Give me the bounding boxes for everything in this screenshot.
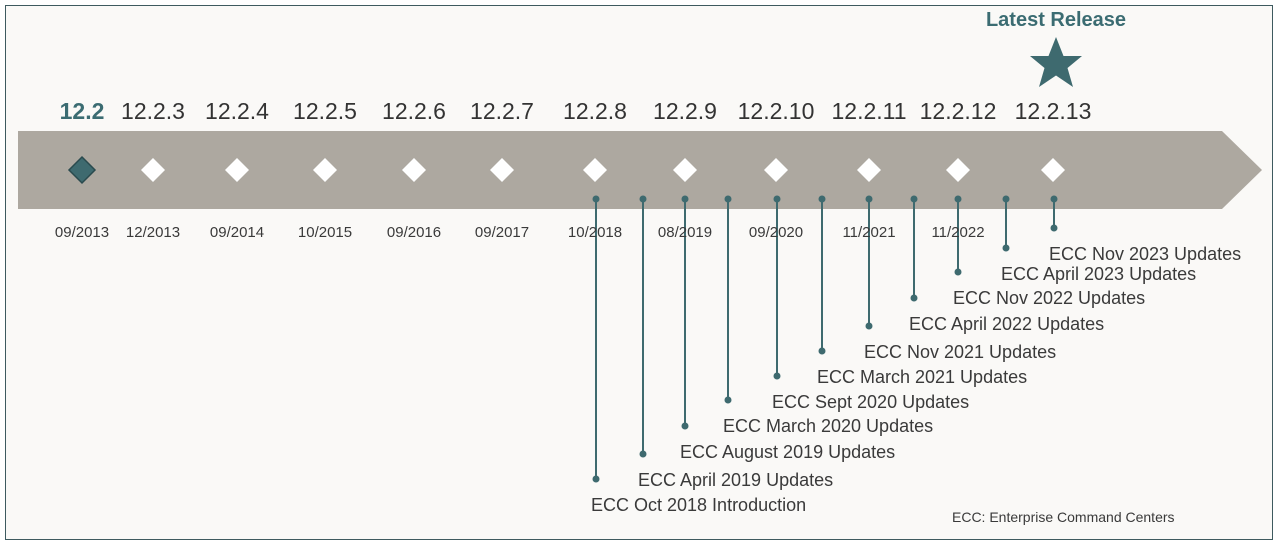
release-date-label: 09/2014 <box>209 224 265 241</box>
connector-dot-icon <box>818 195 826 203</box>
release-version-label: 12.2.11 <box>831 98 907 124</box>
release-diamond-icon <box>673 158 697 182</box>
release-date-label: 08/2019 <box>657 224 713 241</box>
release-diamond-icon <box>583 158 607 182</box>
connector-dot-icon <box>1002 244 1010 252</box>
connector-dot-icon <box>773 372 781 380</box>
release-diamond-icon <box>402 158 426 182</box>
release-diamond-icon <box>141 158 165 182</box>
release-version-label: 12.2.9 <box>653 98 717 124</box>
connector-dot-icon <box>724 396 732 404</box>
release-date-label: 09/2013 <box>54 224 110 241</box>
release-version-label: 12.2.4 <box>205 98 269 124</box>
timeline-arrow-band <box>18 131 1262 209</box>
connector-dot-icon <box>681 195 689 203</box>
release-diamond-icon <box>490 158 514 182</box>
ecc-update-label: ECC April 2023 Updates <box>1001 264 1197 284</box>
connector-dot-icon <box>865 195 873 203</box>
release-version-label: 12.2.5 <box>293 98 357 124</box>
release-diamond-icon <box>946 158 970 182</box>
ecc-update-label: ECC Nov 2022 Updates <box>953 288 1146 308</box>
connector-dot-icon <box>1002 195 1010 203</box>
release-version-label: 12.2.12 <box>919 98 997 124</box>
ecc-update-label: ECC March 2021 Updates <box>817 367 1028 387</box>
latest-release-label: Latest Release <box>985 9 1127 31</box>
ecc-update-label: ECC April 2019 Updates <box>638 470 834 490</box>
release-version-label: 12.2.7 <box>470 98 534 124</box>
ecc-footnote: ECC: Enterprise Command Centers <box>952 509 1175 525</box>
release-date-label: 09/2020 <box>748 224 804 241</box>
release-version-label: 12.2.3 <box>121 98 185 124</box>
current-release-diamond-icon <box>67 155 97 185</box>
release-version-label: 12.2.13 <box>1014 98 1092 124</box>
connector-dot-icon <box>1050 224 1058 232</box>
connector-dot-icon <box>592 195 600 203</box>
connector-dot-icon <box>818 347 826 355</box>
connector-dot-icon <box>639 195 647 203</box>
connector-dot-icon <box>681 422 689 430</box>
connector-dot-icon <box>773 195 781 203</box>
latest-release-star-icon <box>1030 37 1082 87</box>
release-date-label: 12/2013 <box>125 224 181 241</box>
release-version-label: 12.2 <box>59 98 105 124</box>
diagram-frame <box>5 5 1273 540</box>
release-version-label: 12.2.10 <box>737 98 815 124</box>
ecc-update-label: ECC August 2019 Updates <box>680 442 896 462</box>
release-date-label: 09/2016 <box>386 224 442 241</box>
release-diamond-icon <box>857 158 881 182</box>
ecc-update-label: ECC March 2020 Updates <box>723 416 934 436</box>
release-date-label: 11/2022 <box>931 224 985 241</box>
release-diamond-icon <box>764 158 788 182</box>
connector-dot-icon <box>954 195 962 203</box>
connector-dot-icon <box>865 322 873 330</box>
ecc-update-label: ECC Nov 2023 Updates <box>1049 244 1242 264</box>
connector-dot-icon <box>592 475 600 483</box>
release-diamond-icon <box>1041 158 1065 182</box>
release-version-label: 12.2.8 <box>563 98 627 124</box>
ecc-update-label: ECC Nov 2021 Updates <box>864 342 1057 362</box>
ecc-update-label: ECC April 2022 Updates <box>909 314 1105 334</box>
ecc-update-label: ECC Oct 2018 Introduction <box>591 495 807 515</box>
connector-dot-icon <box>910 294 918 302</box>
release-diamond-icon <box>225 158 249 182</box>
ecc-update-label: ECC Sept 2020 Updates <box>772 392 970 412</box>
release-date-label: 11/2021 <box>842 224 896 241</box>
release-diamond-icon <box>313 158 337 182</box>
connector-dot-icon <box>724 195 732 203</box>
connector-dot-icon <box>910 195 918 203</box>
release-date-label: 09/2017 <box>474 224 530 241</box>
release-version-label: 12.2.6 <box>382 98 446 124</box>
release-date-label: 10/2015 <box>297 224 353 241</box>
release-date-label: 10/2018 <box>567 224 623 241</box>
connector-dot-icon <box>639 450 647 458</box>
connector-dot-icon <box>1050 195 1058 203</box>
connector-dot-icon <box>954 268 962 276</box>
